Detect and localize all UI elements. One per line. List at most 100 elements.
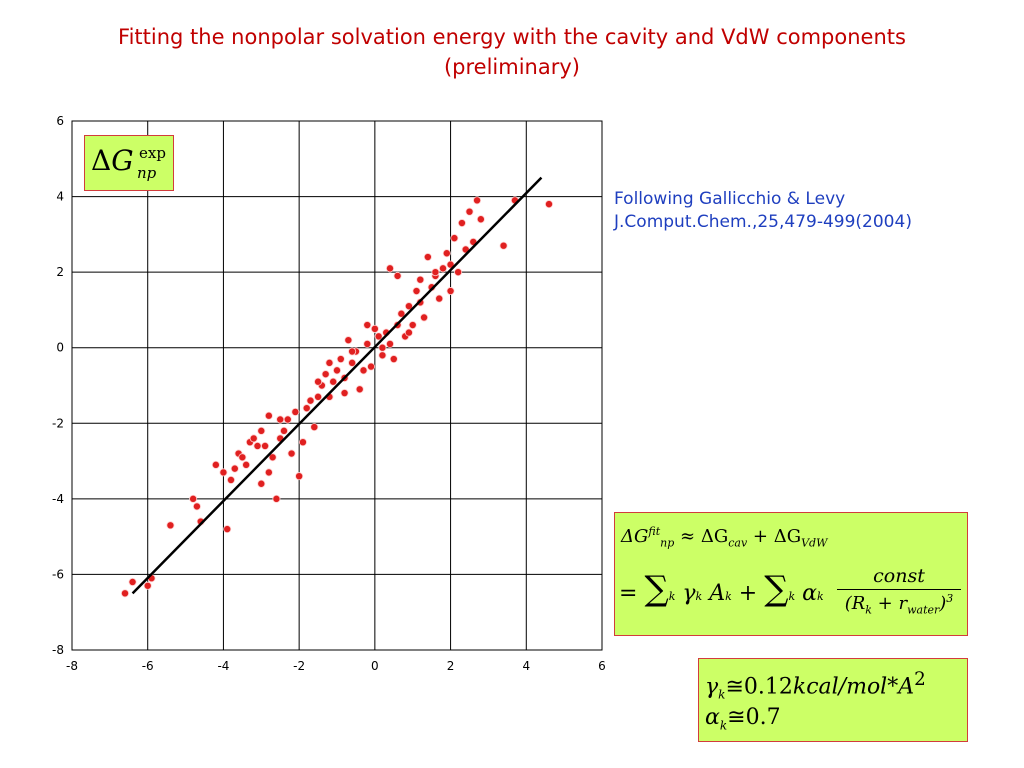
data-point xyxy=(336,355,345,364)
data-point xyxy=(476,215,485,224)
data-point xyxy=(404,328,413,337)
data-point xyxy=(128,577,137,586)
y-tick-label: -2 xyxy=(52,416,64,430)
data-point xyxy=(276,415,285,424)
data-point xyxy=(283,415,292,424)
data-point xyxy=(332,366,341,375)
y-tick-label: -4 xyxy=(52,492,64,506)
y-tick-label: 0 xyxy=(56,341,64,355)
data-point xyxy=(465,207,474,216)
data-point xyxy=(230,464,239,473)
data-point xyxy=(238,453,247,462)
data-point xyxy=(378,343,387,352)
data-point xyxy=(393,271,402,280)
x-tick-label: -2 xyxy=(293,659,305,673)
y-tick-label: 6 xyxy=(56,114,64,128)
x-tick-label: 6 xyxy=(598,659,606,673)
data-point xyxy=(211,460,220,469)
data-point xyxy=(329,377,338,386)
x-tick-label: 2 xyxy=(447,659,455,673)
data-point xyxy=(348,347,357,356)
data-point xyxy=(442,249,451,258)
data-point xyxy=(404,302,413,311)
data-point xyxy=(291,407,300,416)
x-tick-label: -4 xyxy=(217,659,229,673)
title-line-1: Fitting the nonpolar solvation energy wi… xyxy=(118,25,906,49)
fit-line xyxy=(131,176,543,595)
y-axis-ticks: -8 -6 -4 -2 0 2 4 6 xyxy=(52,114,64,657)
data-point xyxy=(435,294,444,303)
y-tick-label: 4 xyxy=(56,190,64,204)
data-point xyxy=(545,200,554,209)
data-point xyxy=(253,441,262,450)
fit-equation-fraction: const (Rk + rwater)3 xyxy=(837,565,961,617)
data-point xyxy=(223,525,232,534)
y-axis-label-superscript: exp xyxy=(139,144,166,162)
title-line-2: (preliminary) xyxy=(443,55,580,79)
x-tick-label: -6 xyxy=(142,659,154,673)
data-point xyxy=(423,253,432,262)
y-tick-label: -8 xyxy=(52,643,64,657)
data-point xyxy=(340,389,349,398)
data-point xyxy=(389,355,398,364)
data-point xyxy=(321,370,330,379)
data-point xyxy=(302,404,311,413)
data-point xyxy=(473,196,482,205)
data-point xyxy=(249,434,258,443)
y-tick-label: 2 xyxy=(56,265,64,279)
data-point xyxy=(242,460,251,469)
slide-title: Fitting the nonpolar solvation energy wi… xyxy=(40,22,984,82)
data-point xyxy=(219,468,228,477)
data-point xyxy=(272,494,281,503)
fit-equation-box: ΔGfitnp ≈ ΔGcav + ΔGVdW = ∑k γk Ak + ∑k … xyxy=(614,512,968,636)
alpha-parameter: αk≅0.7 xyxy=(705,705,781,733)
data-point xyxy=(348,358,357,367)
data-point xyxy=(344,336,353,345)
data-point xyxy=(121,589,130,598)
y-axis-label-subscript: np xyxy=(137,164,157,182)
data-point xyxy=(189,494,198,503)
data-point xyxy=(431,268,440,277)
y-axis-label-box: ΔG exp np xyxy=(84,135,174,191)
x-tick-label: 4 xyxy=(522,659,530,673)
y-axis-label-symbol: ΔG xyxy=(91,144,134,177)
data-point xyxy=(287,449,296,458)
data-point xyxy=(385,264,394,273)
data-point xyxy=(268,453,277,462)
data-point xyxy=(408,321,417,330)
data-point xyxy=(306,396,315,405)
data-point xyxy=(325,358,334,367)
data-point xyxy=(446,260,455,269)
data-point xyxy=(264,468,273,477)
data-point xyxy=(454,268,463,277)
data-point xyxy=(363,339,372,348)
data-point xyxy=(412,287,421,296)
data-point xyxy=(370,324,379,333)
data-point xyxy=(226,475,235,484)
parameters-box: γk≅0.12kcal/mol*A2 αk≅0.7 xyxy=(698,658,968,742)
data-point xyxy=(310,423,319,432)
data-point xyxy=(499,241,508,250)
data-point xyxy=(257,479,266,488)
data-point xyxy=(420,313,429,322)
reference-line-1: Following Gallicchio & Levy xyxy=(614,189,846,209)
reference-line-2: J.Comput.Chem.,25,479-499(2004) xyxy=(614,212,912,232)
data-point xyxy=(314,377,323,386)
data-point xyxy=(457,219,466,228)
data-point xyxy=(143,581,152,590)
data-point xyxy=(450,234,459,243)
data-point xyxy=(279,426,288,435)
data-point xyxy=(446,287,455,296)
fit-equation-line-1: ΔGfitnp ≈ ΔGcav + ΔGVdW xyxy=(621,525,828,550)
data-point xyxy=(257,426,266,435)
data-point xyxy=(416,275,425,284)
gamma-parameter: γk≅0.12kcal/mol*A2 xyxy=(705,669,926,702)
x-tick-label: -8 xyxy=(66,659,78,673)
data-point xyxy=(359,366,368,375)
fit-equation-line-2: = ∑k γk Ak + ∑k αk xyxy=(619,569,824,609)
data-point xyxy=(385,339,394,348)
reference-citation: Following Gallicchio & Levy J.Comput.Che… xyxy=(614,188,912,234)
y-tick-label: -6 xyxy=(52,567,64,581)
data-point xyxy=(367,362,376,371)
